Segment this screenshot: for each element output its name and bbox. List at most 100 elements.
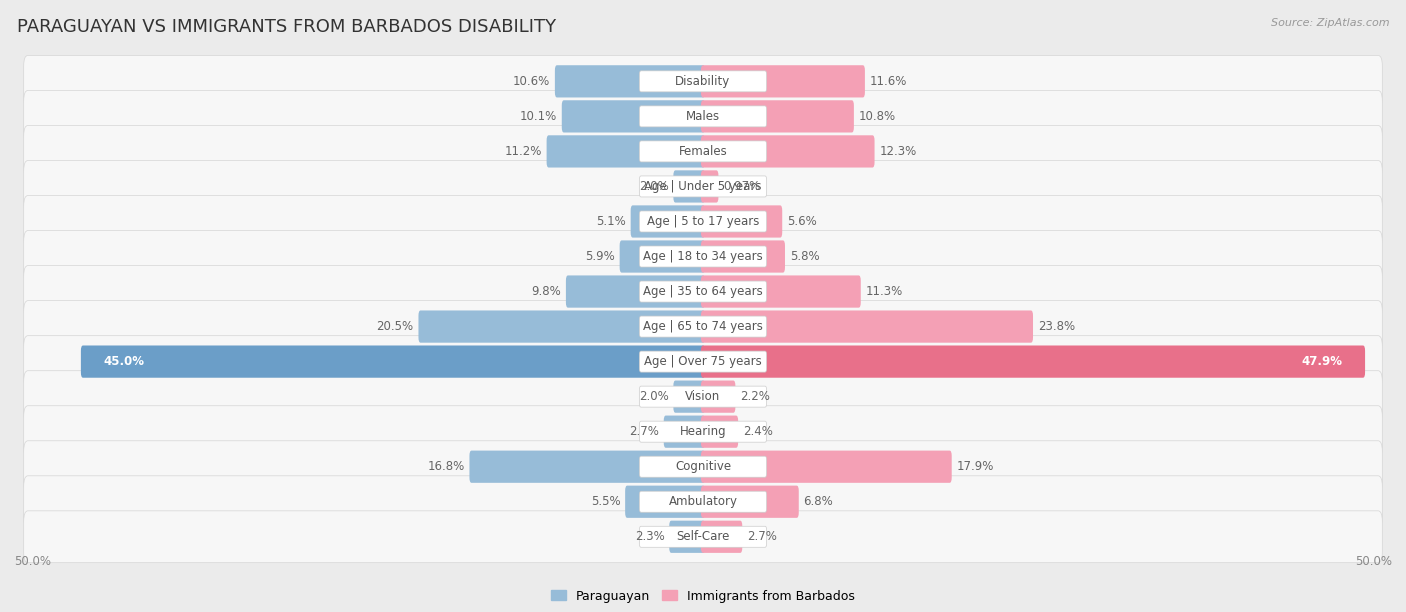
FancyBboxPatch shape xyxy=(640,246,766,267)
FancyBboxPatch shape xyxy=(547,135,704,168)
Text: Age | Over 75 years: Age | Over 75 years xyxy=(644,355,762,368)
FancyBboxPatch shape xyxy=(24,56,1382,107)
FancyBboxPatch shape xyxy=(626,485,704,518)
Text: 17.9%: 17.9% xyxy=(956,460,994,473)
FancyBboxPatch shape xyxy=(640,211,766,232)
Text: Age | 65 to 74 years: Age | 65 to 74 years xyxy=(643,320,763,333)
Text: 2.4%: 2.4% xyxy=(742,425,773,438)
Text: Age | 5 to 17 years: Age | 5 to 17 years xyxy=(647,215,759,228)
Text: 10.1%: 10.1% xyxy=(520,110,557,123)
Text: 0.97%: 0.97% xyxy=(723,180,761,193)
FancyBboxPatch shape xyxy=(24,406,1382,458)
Text: 5.1%: 5.1% xyxy=(596,215,626,228)
FancyBboxPatch shape xyxy=(702,275,860,308)
FancyBboxPatch shape xyxy=(640,491,766,512)
FancyBboxPatch shape xyxy=(640,456,766,477)
FancyBboxPatch shape xyxy=(702,100,853,133)
FancyBboxPatch shape xyxy=(631,206,704,237)
FancyBboxPatch shape xyxy=(640,71,766,92)
Text: Self-Care: Self-Care xyxy=(676,530,730,543)
Text: Age | 35 to 64 years: Age | 35 to 64 years xyxy=(643,285,763,298)
Text: 50.0%: 50.0% xyxy=(14,555,51,568)
Text: 5.5%: 5.5% xyxy=(591,495,620,508)
FancyBboxPatch shape xyxy=(702,65,865,97)
Text: 2.2%: 2.2% xyxy=(740,390,770,403)
FancyBboxPatch shape xyxy=(640,526,766,547)
FancyBboxPatch shape xyxy=(620,241,704,272)
Text: 50.0%: 50.0% xyxy=(1355,555,1392,568)
Text: 11.2%: 11.2% xyxy=(505,145,541,158)
FancyBboxPatch shape xyxy=(24,125,1382,177)
FancyBboxPatch shape xyxy=(470,450,704,483)
FancyBboxPatch shape xyxy=(673,170,704,203)
Text: Hearing: Hearing xyxy=(679,425,727,438)
FancyBboxPatch shape xyxy=(702,206,782,237)
FancyBboxPatch shape xyxy=(24,511,1382,562)
Text: 23.8%: 23.8% xyxy=(1038,320,1076,333)
FancyBboxPatch shape xyxy=(702,450,952,483)
Text: 20.5%: 20.5% xyxy=(377,320,413,333)
Text: Males: Males xyxy=(686,110,720,123)
FancyBboxPatch shape xyxy=(419,310,704,343)
FancyBboxPatch shape xyxy=(24,196,1382,247)
Text: 11.6%: 11.6% xyxy=(870,75,907,88)
Text: Disability: Disability xyxy=(675,75,731,88)
Text: 2.7%: 2.7% xyxy=(747,530,778,543)
Text: 16.8%: 16.8% xyxy=(427,460,464,473)
FancyBboxPatch shape xyxy=(82,346,704,378)
Text: 47.9%: 47.9% xyxy=(1302,355,1343,368)
FancyBboxPatch shape xyxy=(24,336,1382,387)
Text: Source: ZipAtlas.com: Source: ZipAtlas.com xyxy=(1271,18,1389,28)
Text: Cognitive: Cognitive xyxy=(675,460,731,473)
FancyBboxPatch shape xyxy=(640,106,766,127)
FancyBboxPatch shape xyxy=(702,521,742,553)
Text: 12.3%: 12.3% xyxy=(879,145,917,158)
FancyBboxPatch shape xyxy=(562,100,704,133)
FancyBboxPatch shape xyxy=(24,266,1382,318)
Text: Age | Under 5 years: Age | Under 5 years xyxy=(644,180,762,193)
Text: 2.7%: 2.7% xyxy=(628,425,659,438)
Text: 2.0%: 2.0% xyxy=(638,180,669,193)
FancyBboxPatch shape xyxy=(24,91,1382,143)
FancyBboxPatch shape xyxy=(702,135,875,168)
Text: Age | 18 to 34 years: Age | 18 to 34 years xyxy=(643,250,763,263)
FancyBboxPatch shape xyxy=(702,381,735,412)
Text: 5.6%: 5.6% xyxy=(787,215,817,228)
FancyBboxPatch shape xyxy=(24,371,1382,422)
FancyBboxPatch shape xyxy=(640,351,766,372)
Text: Vision: Vision xyxy=(685,390,721,403)
FancyBboxPatch shape xyxy=(555,65,704,97)
Text: 2.3%: 2.3% xyxy=(634,530,665,543)
FancyBboxPatch shape xyxy=(702,170,718,203)
Text: 5.9%: 5.9% xyxy=(585,250,614,263)
Text: 5.8%: 5.8% xyxy=(790,250,820,263)
Legend: Paraguayan, Immigrants from Barbados: Paraguayan, Immigrants from Barbados xyxy=(551,589,855,602)
FancyBboxPatch shape xyxy=(702,346,1365,378)
Text: 45.0%: 45.0% xyxy=(104,355,145,368)
FancyBboxPatch shape xyxy=(640,176,766,197)
FancyBboxPatch shape xyxy=(702,485,799,518)
Text: 2.0%: 2.0% xyxy=(638,390,669,403)
FancyBboxPatch shape xyxy=(664,416,704,448)
FancyBboxPatch shape xyxy=(640,386,766,407)
FancyBboxPatch shape xyxy=(24,160,1382,212)
FancyBboxPatch shape xyxy=(702,310,1033,343)
Text: PARAGUAYAN VS IMMIGRANTS FROM BARBADOS DISABILITY: PARAGUAYAN VS IMMIGRANTS FROM BARBADOS D… xyxy=(17,18,555,36)
Text: Ambulatory: Ambulatory xyxy=(668,495,738,508)
FancyBboxPatch shape xyxy=(640,421,766,442)
FancyBboxPatch shape xyxy=(640,281,766,302)
FancyBboxPatch shape xyxy=(24,476,1382,528)
Text: 6.8%: 6.8% xyxy=(804,495,834,508)
Text: Females: Females xyxy=(679,145,727,158)
FancyBboxPatch shape xyxy=(24,231,1382,282)
Text: 10.8%: 10.8% xyxy=(859,110,896,123)
FancyBboxPatch shape xyxy=(565,275,704,308)
FancyBboxPatch shape xyxy=(24,300,1382,353)
Text: 10.6%: 10.6% xyxy=(513,75,550,88)
FancyBboxPatch shape xyxy=(24,441,1382,493)
Text: 11.3%: 11.3% xyxy=(866,285,903,298)
FancyBboxPatch shape xyxy=(669,521,704,553)
Text: 9.8%: 9.8% xyxy=(531,285,561,298)
FancyBboxPatch shape xyxy=(673,381,704,412)
FancyBboxPatch shape xyxy=(640,316,766,337)
